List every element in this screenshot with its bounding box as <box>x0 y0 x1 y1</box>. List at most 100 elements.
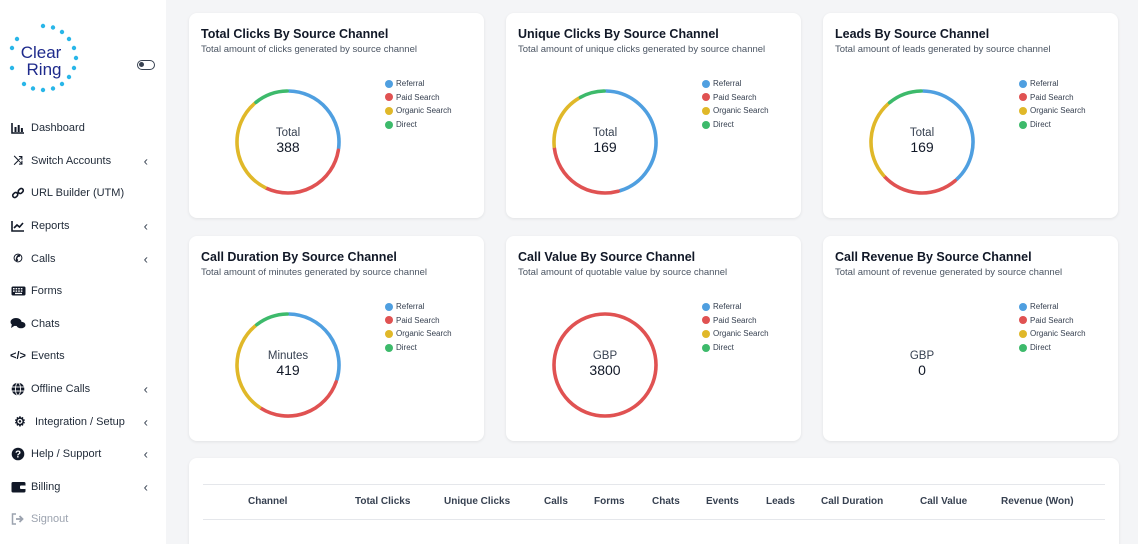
donut-slice-paid-search[interactable] <box>264 148 341 195</box>
card-title: Total Clicks By Source Channel <box>201 27 389 41</box>
channel-table-card: Channel Total Clicks Unique Clicks Calls… <box>189 458 1119 544</box>
keyboard-icon <box>10 284 26 298</box>
chevron-left-icon: ‹ <box>143 446 148 462</box>
legend-item[interactable]: Organic Search <box>702 104 769 118</box>
sidebar-item-forms[interactable]: Forms <box>0 275 166 308</box>
legend-label: Paid Search <box>396 92 440 102</box>
legend-item[interactable]: Referral <box>385 300 452 314</box>
legend-item[interactable]: Paid Search <box>385 314 452 328</box>
donut-slice-direct[interactable] <box>254 89 289 105</box>
donut-slice-organic-search[interactable] <box>552 96 581 149</box>
legend-item[interactable]: Direct <box>385 118 452 132</box>
sidebar-item-offline-calls[interactable]: Offline Calls ‹ <box>0 373 166 406</box>
donut-slice-organic-search[interactable] <box>235 101 267 190</box>
sidebar-item-billing[interactable]: Billing ‹ <box>0 471 166 504</box>
chevron-left-icon: ‹ <box>143 153 148 169</box>
legend-item[interactable]: Referral <box>702 300 769 314</box>
table-header-total-clicks[interactable]: Total Clicks <box>355 496 411 507</box>
chart-legend: Referral Paid Search Organic Search Dire… <box>385 300 452 354</box>
legend-item[interactable]: Referral <box>1019 300 1086 314</box>
table-header-channel[interactable]: Channel <box>248 496 288 507</box>
legend-swatch <box>702 93 710 102</box>
sidebar-item-label: Dashboard <box>31 122 85 135</box>
donut-slice-paid-search[interactable] <box>882 175 957 195</box>
sidebar-item-url-builder[interactable]: URL Builder (UTM) <box>0 177 166 210</box>
table-header-chats[interactable]: Chats <box>652 496 680 507</box>
chat-icon <box>10 317 26 331</box>
chevron-left-icon: ‹ <box>143 251 148 267</box>
legend-item[interactable]: Referral <box>1019 77 1086 91</box>
sidebar-nav: Dashboard ⤨ Switch Accounts ‹ URL Builde… <box>0 112 166 536</box>
table-header-revenue-won[interactable]: Revenue (Won) <box>1001 496 1074 507</box>
legend-label: Referral <box>713 302 742 312</box>
sidebar-item-label: URL Builder (UTM) <box>31 187 125 200</box>
donut-slice-direct[interactable] <box>578 89 606 100</box>
table-header-row: Channel Total Clicks Unique Clicks Calls… <box>203 484 1105 520</box>
sidebar-item-dashboard[interactable]: Dashboard <box>0 112 166 145</box>
legend-item[interactable]: Organic Search <box>385 104 452 118</box>
legend-item[interactable]: Direct <box>1019 118 1086 132</box>
legend-item[interactable]: Paid Search <box>702 91 769 105</box>
table-header-forms[interactable]: Forms <box>594 496 625 507</box>
sidebar-item-switch-accounts[interactable]: ⤨ Switch Accounts ‹ <box>0 145 166 178</box>
legend-item[interactable]: Referral <box>385 77 452 91</box>
legend-item[interactable]: Referral <box>702 77 769 91</box>
sidebar-item-events[interactable]: </> Events <box>0 340 166 373</box>
donut-slice-referral[interactable] <box>921 89 975 182</box>
legend-swatch <box>1019 93 1027 102</box>
legend-swatch <box>385 343 393 352</box>
legend-item[interactable]: Direct <box>702 341 769 355</box>
donut-slice-organic-search[interactable] <box>235 323 262 410</box>
legend-label: Paid Search <box>396 315 440 325</box>
donut-slice-referral[interactable] <box>604 89 658 193</box>
donut-slice-paid-search[interactable] <box>259 380 338 418</box>
table-header-leads[interactable]: Leads <box>766 496 795 507</box>
donut-slice-direct[interactable] <box>255 312 289 327</box>
sidebar-item-help-support[interactable]: ? Help / Support ‹ <box>0 438 166 471</box>
card-title: Call Duration By Source Channel <box>201 250 397 264</box>
sidebar-toggle[interactable] <box>137 60 155 70</box>
donut-slice-paid-search[interactable] <box>552 312 658 418</box>
table-header-call-value[interactable]: Call Value <box>920 496 968 507</box>
donut-center-label: GBP <box>592 350 618 362</box>
table-header-unique-clicks[interactable]: Unique Clicks <box>444 496 511 507</box>
legend-item[interactable]: Organic Search <box>385 327 452 341</box>
donut-slice-organic-search[interactable] <box>869 101 891 178</box>
legend-item[interactable]: Direct <box>702 118 769 132</box>
donut-center-value: 169 <box>910 139 934 155</box>
sidebar-item-chats[interactable]: Chats <box>0 308 166 341</box>
donut-slice-referral[interactable] <box>287 312 341 382</box>
legend-item[interactable]: Organic Search <box>1019 327 1086 341</box>
donut-slice-referral[interactable] <box>287 89 341 151</box>
sidebar-item-signout[interactable]: Signout <box>0 503 166 536</box>
legend-item[interactable]: Organic Search <box>1019 104 1086 118</box>
legend-item[interactable]: Direct <box>1019 341 1086 355</box>
globe-icon <box>10 382 26 396</box>
line-chart-icon <box>10 219 26 233</box>
clearring-logo[interactable]: Clear Ring <box>4 20 82 98</box>
table-header-events[interactable]: Events <box>706 496 739 507</box>
donut-center-label: Total <box>909 127 935 139</box>
table-header-call-duration[interactable]: Call Duration <box>821 496 884 507</box>
table-header-calls[interactable]: Calls <box>544 496 568 507</box>
legend-swatch <box>385 329 393 338</box>
chevron-left-icon: ‹ <box>143 414 148 430</box>
donut-center-value: 3800 <box>589 362 621 378</box>
legend-swatch <box>1019 120 1027 129</box>
legend-item[interactable]: Paid Search <box>702 314 769 328</box>
legend-swatch <box>385 79 393 88</box>
legend-item[interactable]: Paid Search <box>1019 314 1086 328</box>
legend-item[interactable]: Direct <box>385 341 452 355</box>
donut-slice-paid-search[interactable] <box>552 146 620 195</box>
donut-slice-direct[interactable] <box>887 89 923 105</box>
donut-chart-call-value <box>552 312 658 418</box>
sidebar-item-reports[interactable]: Reports ‹ <box>0 210 166 243</box>
legend-label: Referral <box>1030 79 1059 89</box>
legend-item[interactable]: Paid Search <box>385 91 452 105</box>
logo-text-line2: Ring <box>27 60 62 79</box>
legend-item[interactable]: Paid Search <box>1019 91 1086 105</box>
sidebar-item-integration-setup[interactable]: ⚙ Integration / Setup ‹ <box>0 405 166 438</box>
sidebar-item-label: Integration / Setup <box>35 415 125 428</box>
legend-item[interactable]: Organic Search <box>702 327 769 341</box>
sidebar-item-calls[interactable]: ✆ Calls ‹ <box>0 242 166 275</box>
